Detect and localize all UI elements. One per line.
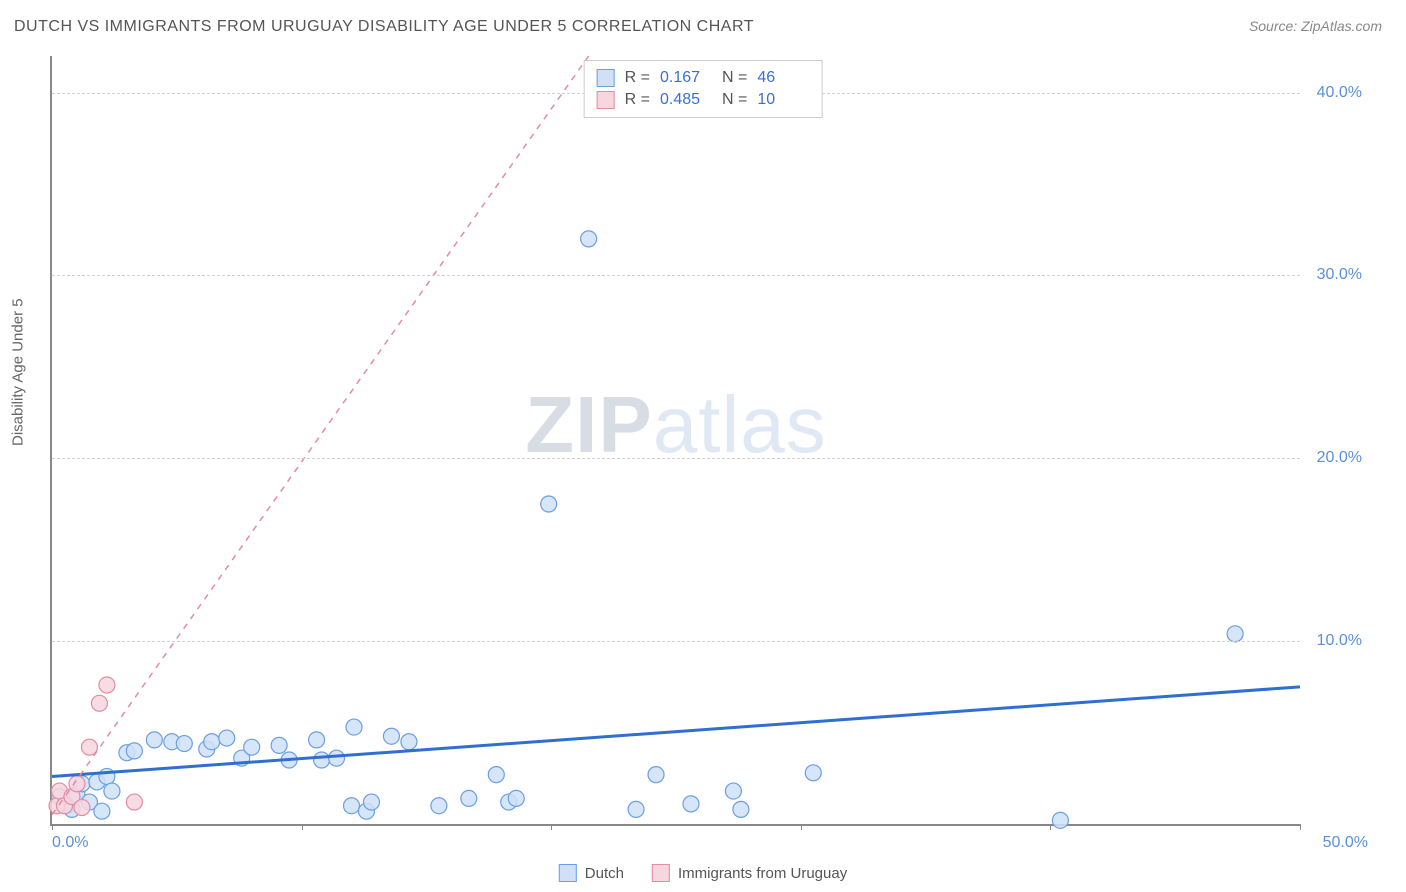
data-point [431, 798, 447, 814]
stats-r-value-uruguay: 0.485 [660, 91, 712, 109]
gridline [52, 458, 1300, 459]
y-tick-label: 40.0% [1317, 84, 1362, 102]
data-point [244, 739, 260, 755]
data-point [271, 737, 287, 753]
legend-label-dutch: Dutch [585, 865, 624, 882]
x-tickmark [551, 824, 552, 830]
stats-n-label: N = [722, 69, 747, 87]
trend-line [52, 687, 1300, 777]
data-point [91, 695, 107, 711]
stats-r-label: R = [625, 91, 650, 109]
x-tickmark [1300, 824, 1301, 830]
data-point [126, 794, 142, 810]
data-point [683, 796, 699, 812]
data-point [104, 783, 120, 799]
x-tick-label: 50.0% [1323, 834, 1368, 852]
data-point [204, 734, 220, 750]
legend-item-uruguay: Immigrants from Uruguay [652, 864, 847, 882]
stats-n-label: N = [722, 91, 747, 109]
x-tickmark [52, 824, 53, 830]
data-point [363, 794, 379, 810]
legend-item-dutch: Dutch [559, 864, 624, 882]
data-point [508, 790, 524, 806]
gridline [52, 275, 1300, 276]
x-tickmark [1050, 824, 1051, 830]
data-point [733, 801, 749, 817]
data-point [461, 790, 477, 806]
y-tick-label: 30.0% [1317, 266, 1362, 284]
data-point [805, 765, 821, 781]
data-point [383, 728, 399, 744]
legend-label-uruguay: Immigrants from Uruguay [678, 865, 847, 882]
data-point [628, 801, 644, 817]
trend-line [52, 56, 589, 815]
x-tickmark [302, 824, 303, 830]
correlation-chart: DUTCH VS IMMIGRANTS FROM URUGUAY DISABIL… [0, 0, 1406, 892]
data-point [99, 677, 115, 693]
legend-swatch-dutch [559, 864, 577, 882]
data-point [725, 783, 741, 799]
data-point [329, 750, 345, 766]
data-point [581, 231, 597, 247]
data-point [648, 767, 664, 783]
stats-n-value-uruguay: 10 [757, 91, 809, 109]
y-tick-label: 10.0% [1317, 632, 1362, 650]
data-point [401, 734, 417, 750]
data-point [219, 730, 235, 746]
data-point [1052, 812, 1068, 828]
y-tick-label: 20.0% [1317, 449, 1362, 467]
stats-swatch-dutch [597, 69, 615, 87]
data-point [488, 767, 504, 783]
data-point [74, 800, 90, 816]
stats-box: R = 0.167 N = 46 R = 0.485 N = 10 [584, 60, 823, 118]
data-point [94, 803, 110, 819]
legend-swatch-uruguay [652, 864, 670, 882]
data-point [346, 719, 362, 735]
plot-svg [52, 56, 1300, 824]
x-tick-label: 0.0% [52, 834, 88, 852]
y-axis-label: Disability Age Under 5 [10, 298, 27, 446]
x-tickmark [801, 824, 802, 830]
data-point [314, 752, 330, 768]
data-point [176, 736, 192, 752]
stats-swatch-uruguay [597, 91, 615, 109]
chart-title: DUTCH VS IMMIGRANTS FROM URUGUAY DISABIL… [14, 18, 754, 36]
data-point [344, 798, 360, 814]
data-point [541, 496, 557, 512]
data-point [309, 732, 325, 748]
data-point [126, 743, 142, 759]
data-point [69, 776, 85, 792]
data-point [1227, 626, 1243, 642]
stats-n-value-dutch: 46 [757, 69, 809, 87]
gridline [52, 641, 1300, 642]
source-attribution: Source: ZipAtlas.com [1249, 18, 1382, 34]
data-point [146, 732, 162, 748]
stats-r-value-dutch: 0.167 [660, 69, 712, 87]
plot-area: ZIPatlas 10.0%20.0%30.0%40.0%0.0%50.0% [50, 56, 1300, 826]
stats-row-uruguay: R = 0.485 N = 10 [597, 89, 810, 111]
bottom-legend: Dutch Immigrants from Uruguay [559, 864, 847, 882]
stats-row-dutch: R = 0.167 N = 46 [597, 67, 810, 89]
stats-r-label: R = [625, 69, 650, 87]
